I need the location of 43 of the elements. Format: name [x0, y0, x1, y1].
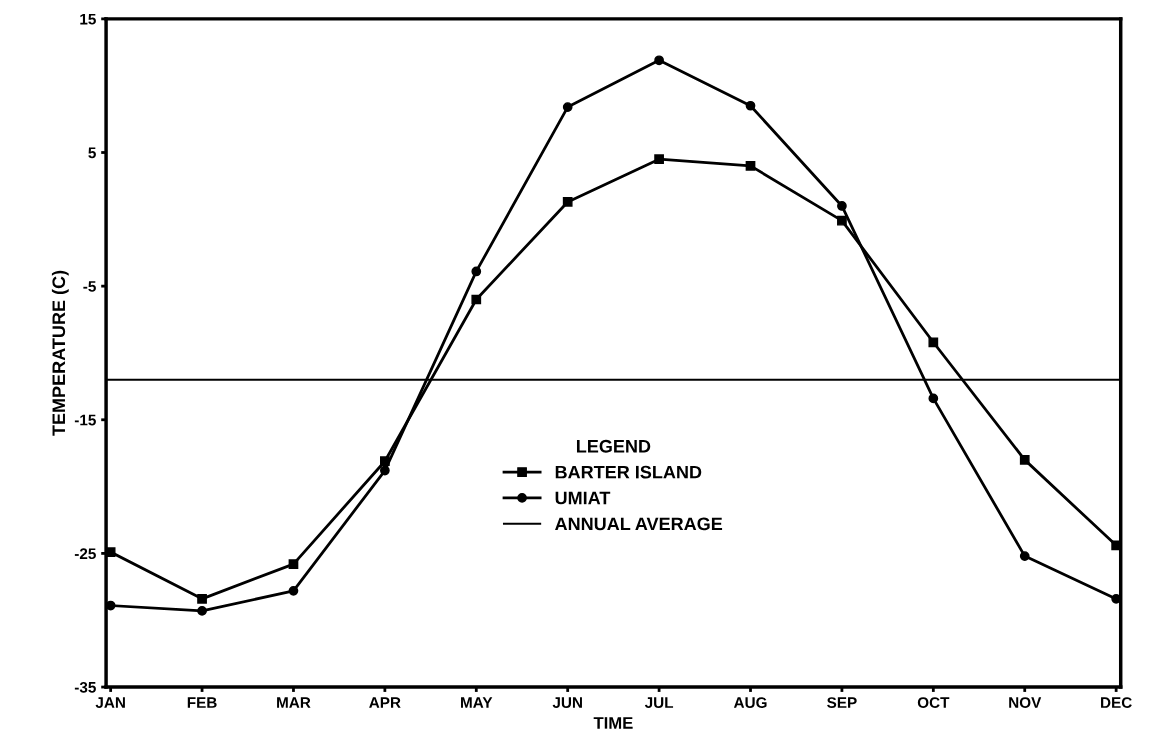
legend-label: BARTER ISLAND — [555, 465, 702, 479]
x-tick-label: AUG — [733, 697, 767, 708]
point — [654, 55, 664, 66]
x-tick-label: JUL — [644, 697, 674, 708]
legend-title: LEGEND — [576, 439, 651, 453]
x-tick-label: SEP — [827, 697, 857, 708]
point — [288, 585, 299, 596]
x-tick-label: OCT — [917, 697, 950, 708]
point — [745, 161, 756, 171]
x-axis-title: TIME — [593, 717, 633, 729]
point — [471, 266, 482, 277]
x-tick-label: MAR — [277, 697, 311, 708]
x-tick-label: JUN — [552, 697, 582, 708]
point — [197, 606, 207, 616]
point — [928, 337, 939, 348]
point — [928, 393, 939, 404]
y-tick-label: -5 — [83, 281, 96, 292]
x-tick-label: JAN — [95, 697, 125, 708]
x-tick-label: DEC — [1101, 697, 1132, 708]
legend-label: ANNUAL AVERAGE — [555, 517, 723, 531]
y-tick-label: -15 — [74, 414, 96, 426]
y-tick-label: -35 — [74, 681, 96, 693]
x-tick-label: NOV — [1009, 697, 1042, 708]
point — [197, 593, 207, 604]
y-tick-label: 15 — [80, 13, 96, 25]
point — [562, 102, 573, 112]
x-tick-label: MAY — [461, 697, 493, 708]
point — [837, 215, 847, 226]
point — [654, 154, 664, 165]
point — [288, 559, 299, 569]
x-tick-label: APR — [369, 697, 401, 708]
point — [380, 465, 390, 476]
legend-label: UMIAT — [555, 491, 611, 505]
point — [837, 201, 847, 211]
y-tick-label: 5 — [88, 147, 96, 159]
point — [562, 197, 573, 207]
point — [745, 100, 756, 111]
point — [1019, 551, 1030, 561]
y-tick-label: -25 — [74, 548, 96, 560]
x-tick-label: FEB — [187, 697, 217, 708]
point — [471, 294, 482, 305]
y-axis-title: TEMPERATURE (C) — [51, 270, 69, 436]
point — [1019, 455, 1030, 465]
